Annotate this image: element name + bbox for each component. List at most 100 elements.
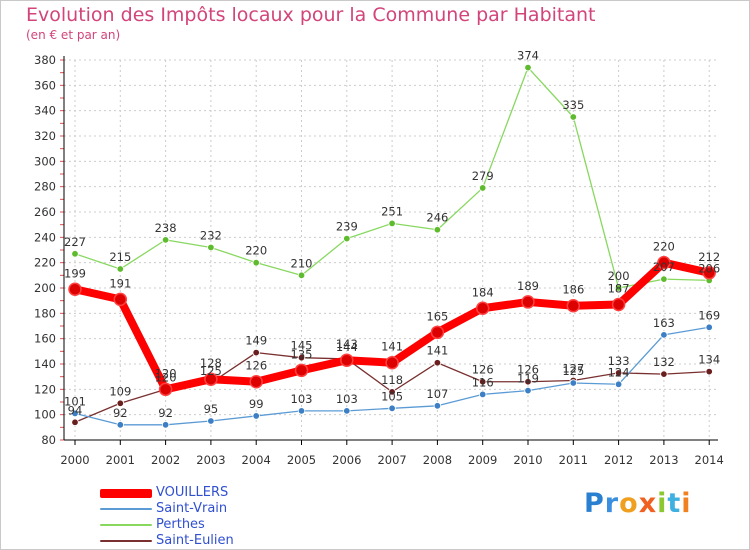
- data-label: 191: [109, 276, 131, 290]
- x-tick-label: 2005: [287, 453, 316, 467]
- x-tick-label: 2013: [649, 453, 678, 467]
- x-tick-label: 2014: [695, 453, 724, 467]
- x-tick-label: 2009: [468, 453, 497, 467]
- data-point-perthes: [569, 113, 577, 121]
- data-point-perthes: [388, 219, 396, 228]
- data-label: 238: [155, 221, 177, 235]
- data-point-perthes: [116, 265, 124, 273]
- data-label: 95: [204, 402, 219, 416]
- y-tick-label: 320: [34, 129, 56, 143]
- data-point-saint-eulien: [660, 370, 668, 378]
- data-label: 141: [426, 344, 448, 358]
- x-tick-label: 2006: [332, 453, 361, 467]
- data-point-vouillers: [702, 266, 716, 280]
- data-point-perthes: [161, 236, 170, 244]
- data-point-perthes: [343, 234, 351, 243]
- data-label: 134: [698, 353, 720, 367]
- logo-letter: i: [681, 488, 692, 519]
- data-point-vouillers: [657, 255, 671, 270]
- series-layer: [68, 63, 716, 429]
- x-tick-label: 2004: [242, 453, 271, 467]
- data-label: 227: [64, 235, 86, 249]
- data-label: 127: [562, 361, 584, 375]
- data-point-vouillers: [249, 374, 263, 389]
- data-point-saint-vrain: [524, 386, 532, 395]
- data-point-vouillers: [475, 301, 490, 316]
- data-label: 92: [113, 406, 128, 420]
- data-point-saint-vrain: [479, 390, 487, 399]
- y-tick-label: 160: [34, 332, 56, 346]
- gridlines: [64, 59, 718, 440]
- data-point-saint-vrain: [207, 417, 215, 425]
- data-label: 335: [562, 98, 584, 112]
- x-tick-label: 2008: [423, 453, 452, 467]
- data-label: 149: [245, 334, 267, 348]
- data-point-saint-vrain: [614, 380, 623, 388]
- x-tick-label: 2001: [106, 453, 135, 467]
- data-label: 125: [562, 364, 584, 378]
- y-tick-label: 220: [34, 256, 56, 270]
- data-label: 126: [517, 363, 539, 377]
- data-label: 94: [68, 403, 83, 417]
- data-point-perthes: [252, 258, 260, 267]
- data-label: 125: [200, 364, 222, 378]
- data-label: 105: [381, 389, 403, 403]
- y-tick-label: 120: [34, 382, 56, 396]
- data-label: 246: [426, 211, 448, 225]
- chart-subtitle: (en € et par an): [26, 28, 121, 42]
- data-label: 132: [653, 355, 675, 369]
- data-label: 145: [291, 339, 313, 353]
- data-label: 207: [653, 260, 675, 274]
- data-point-vouillers: [566, 298, 581, 313]
- logo-letter: o: [619, 488, 639, 519]
- data-point-saint-vrain: [343, 407, 351, 415]
- data-point-saint-vrain: [569, 379, 577, 387]
- data-point-perthes: [660, 275, 668, 283]
- data-point-saint-vrain: [71, 409, 79, 418]
- legend-label: Saint-Eulien: [156, 533, 234, 548]
- data-point-saint-vrain: [388, 404, 396, 413]
- legend-label: Perthes: [156, 517, 205, 532]
- data-point-saint-eulien: [116, 399, 124, 407]
- data-label: 120: [155, 370, 177, 384]
- data-label: 109: [109, 384, 131, 398]
- data-point-perthes: [297, 271, 306, 280]
- data-point-saint-vrain: [660, 331, 668, 339]
- data-label: 187: [608, 281, 630, 295]
- logo-letter: t: [667, 488, 682, 519]
- axes: 80 100 120 140 160 180 200 220 240 260 280 300 320 34…: [34, 53, 724, 467]
- y-tick-label: 200: [34, 281, 56, 295]
- data-label: 101: [64, 394, 86, 408]
- data-point-perthes: [614, 284, 623, 292]
- logo-letter: x: [638, 488, 658, 519]
- data-label: 165: [426, 309, 448, 323]
- data-point-saint-vrain: [297, 407, 306, 415]
- y-tick-label: 180: [34, 306, 56, 320]
- data-label: 186: [562, 283, 584, 297]
- data-point-saint-eulien: [297, 353, 306, 362]
- data-label: 251: [381, 204, 403, 218]
- logo-letter: i: [657, 488, 668, 519]
- data-point-saint-vrain: [116, 421, 124, 429]
- legend-item: Saint-Vrain: [100, 501, 234, 517]
- data-label: 133: [608, 354, 630, 368]
- legend-swatch: [100, 508, 152, 510]
- data-label: 126: [245, 359, 267, 373]
- y-tick-label: 380: [34, 53, 56, 67]
- data-point-vouillers: [385, 355, 399, 370]
- y-tick-label: 300: [34, 154, 56, 168]
- x-tick-label: 2012: [604, 453, 633, 467]
- data-label: 92: [158, 406, 173, 420]
- data-label: 220: [653, 240, 675, 254]
- logo-letter: r: [604, 488, 620, 519]
- data-point-saint-eulien: [524, 378, 532, 386]
- y-tick-label: 240: [34, 230, 56, 244]
- legend-label: Saint-Vrain: [156, 501, 228, 516]
- data-point-saint-vrain: [705, 323, 713, 331]
- data-label: 141: [381, 340, 403, 354]
- data-point-saint-eulien: [71, 418, 79, 426]
- data-point-saint-eulien: [388, 388, 396, 396]
- data-label: 232: [200, 228, 222, 242]
- y-tick-label: 80: [41, 433, 56, 447]
- data-point-saint-eulien: [433, 359, 442, 367]
